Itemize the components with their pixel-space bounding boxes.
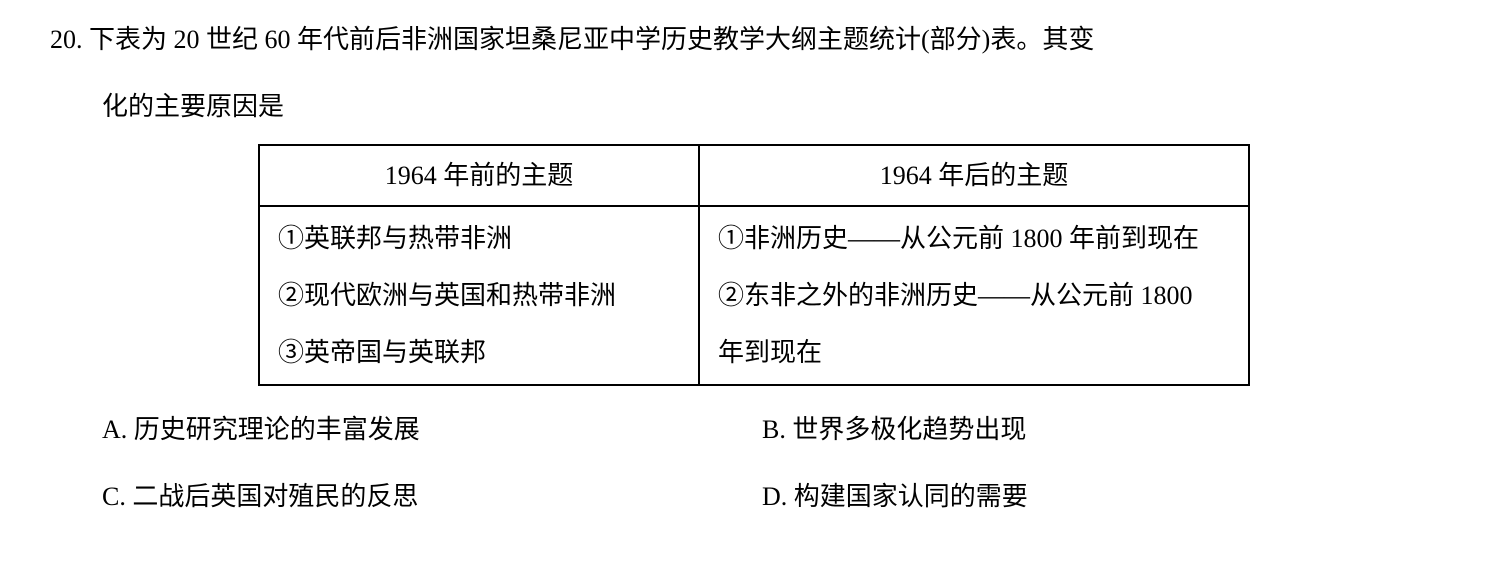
option-d: D. 构建国家认同的需要 [762, 477, 1028, 516]
question-number: 20. [50, 25, 83, 54]
table-container: 1964 年前的主题 1964 年后的主题 ①英联邦与热带非洲 ②现代欧洲与英国… [50, 144, 1458, 386]
topic-after-2: ②东非之外的非洲历史——从公元前 1800 [718, 276, 1230, 315]
topic-before-3: ③英帝国与英联邦 [278, 333, 680, 372]
table-header-after: 1964 年后的主题 [699, 145, 1249, 206]
table-header-before: 1964 年前的主题 [259, 145, 699, 206]
options-row-1: A. 历史研究理论的丰富发展 B. 世界多极化趋势出现 [102, 410, 1458, 449]
option-b: B. 世界多极化趋势出现 [762, 410, 1026, 449]
option-a: A. 历史研究理论的丰富发展 [102, 410, 762, 449]
topic-after-1: ①非洲历史——从公元前 1800 年前到现在 [718, 219, 1230, 258]
topic-after-3: 年到现在 [718, 333, 1230, 372]
table-cell-after: ①非洲历史——从公元前 1800 年前到现在 ②东非之外的非洲历史——从公元前 … [699, 206, 1249, 385]
topic-before-1: ①英联邦与热带非洲 [278, 219, 680, 258]
options-row-2: C. 二战后英国对殖民的反思 D. 构建国家认同的需要 [102, 477, 1458, 516]
table-row: ①英联邦与热带非洲 ②现代欧洲与英国和热带非洲 ③英帝国与英联邦 ①非洲历史——… [259, 206, 1249, 385]
options-block: A. 历史研究理论的丰富发展 B. 世界多极化趋势出现 C. 二战后英国对殖民的… [102, 410, 1458, 516]
question-text-line2: 化的主要原因是 [102, 87, 1458, 126]
table-cell-before: ①英联邦与热带非洲 ②现代欧洲与英国和热带非洲 ③英帝国与英联邦 [259, 206, 699, 385]
topics-table: 1964 年前的主题 1964 年后的主题 ①英联邦与热带非洲 ②现代欧洲与英国… [258, 144, 1250, 386]
option-c: C. 二战后英国对殖民的反思 [102, 477, 762, 516]
question-text-line1: 下表为 20 世纪 60 年代前后非洲国家坦桑尼亚中学历史教学大纲主题统计(部分… [89, 25, 1094, 54]
question-block: 20. 下表为 20 世纪 60 年代前后非洲国家坦桑尼亚中学历史教学大纲主题统… [50, 20, 1458, 126]
table-header-row: 1964 年前的主题 1964 年后的主题 [259, 145, 1249, 206]
topic-before-2: ②现代欧洲与英国和热带非洲 [278, 276, 680, 315]
